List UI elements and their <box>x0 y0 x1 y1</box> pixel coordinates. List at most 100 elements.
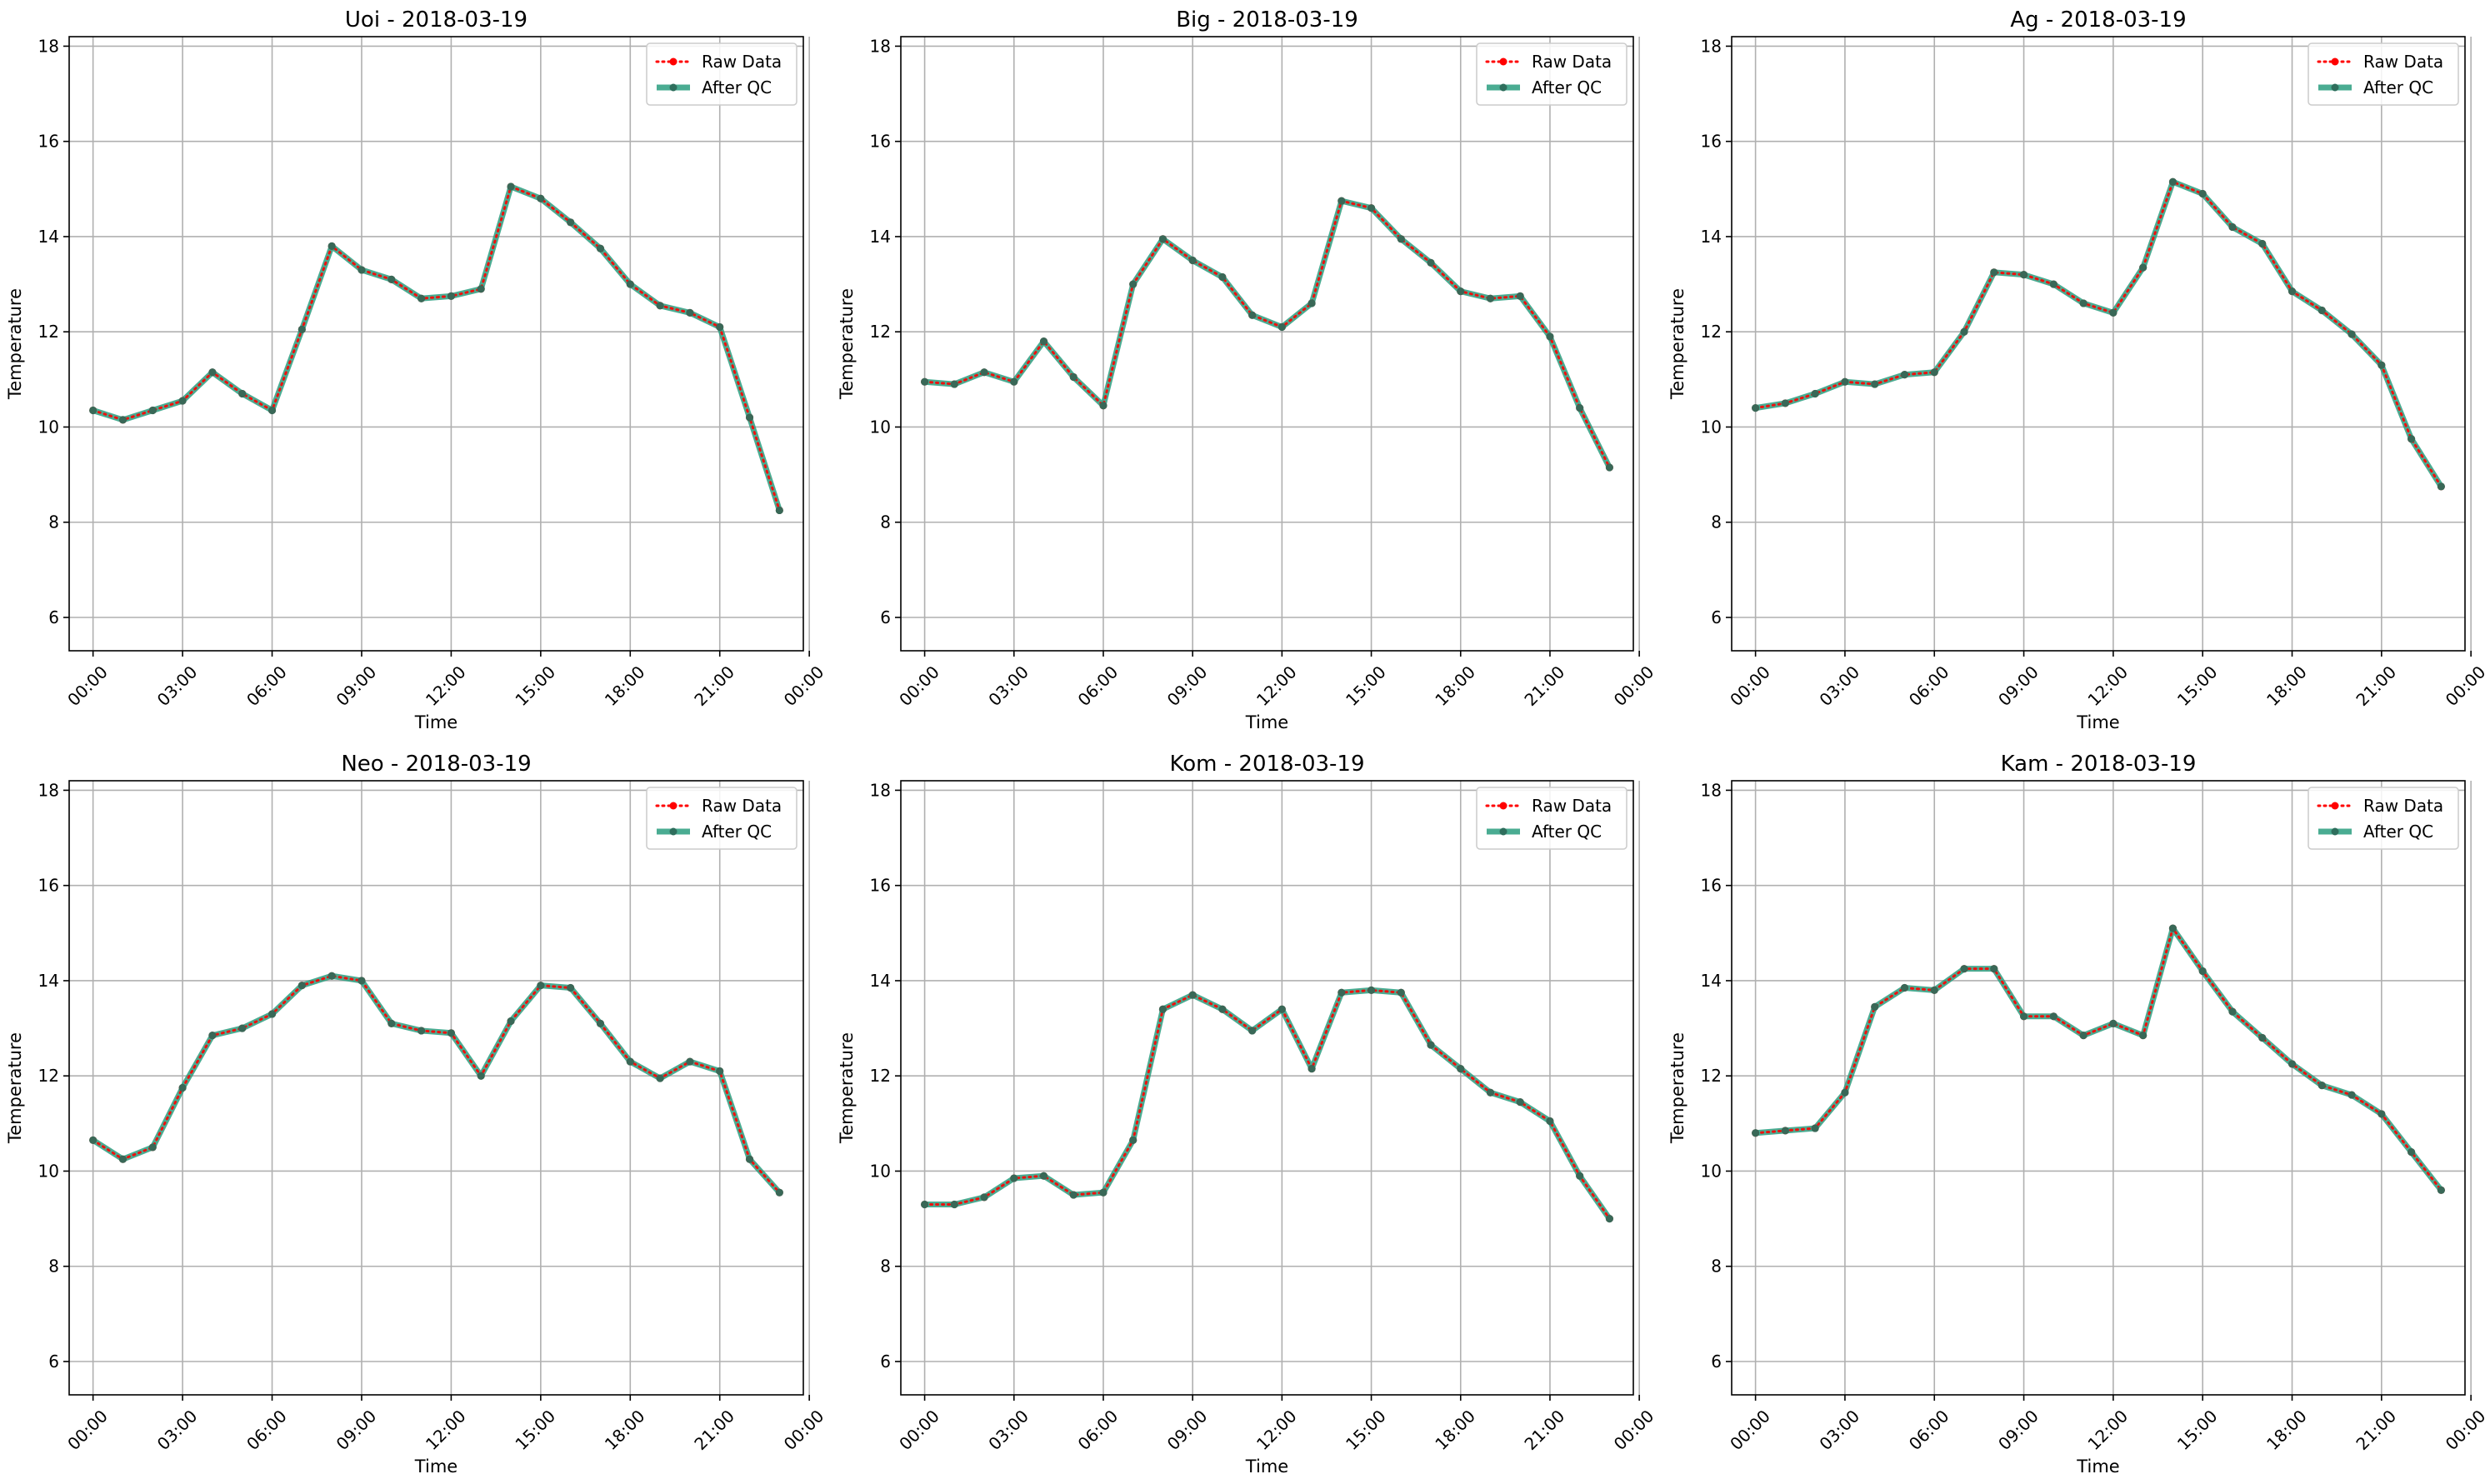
after-qc-point <box>2019 1012 2028 1021</box>
y-tick-label: 12 <box>870 1066 891 1086</box>
legend-raw-marker <box>669 57 678 66</box>
after-qc-point <box>1930 986 1938 994</box>
after-qc-point <box>358 977 366 985</box>
plot-area <box>69 781 803 1395</box>
x-axis-label: Time <box>2076 712 2119 732</box>
after-qc-point <box>537 194 545 202</box>
y-tick-label: 12 <box>870 322 891 342</box>
after-qc-point <box>1099 1188 1108 1197</box>
y-tick-label: 18 <box>870 36 891 56</box>
after-qc-point <box>1069 372 1078 382</box>
panel-title: Big - 2018-03-19 <box>1176 7 1358 32</box>
after-qc-point <box>2079 299 2088 307</box>
after-qc-point <box>2139 263 2148 272</box>
x-tick-label: 21:00 <box>690 662 738 710</box>
x-tick-label: 06:00 <box>242 1406 291 1454</box>
after-qc-point <box>328 242 336 250</box>
after-qc-point <box>1752 1129 1760 1137</box>
legend: Raw Data After QC <box>2308 42 2459 106</box>
y-tick-label: 8 <box>1711 1257 1722 1277</box>
y-tick-label: 8 <box>48 1257 59 1277</box>
after-qc-point <box>716 1067 724 1076</box>
legend-raw-label: Raw Data <box>2363 52 2443 72</box>
panel-title: Uoi - 2018-03-19 <box>345 7 528 32</box>
after-qc-point <box>2318 306 2326 315</box>
x-tick-label: 15:00 <box>511 662 559 710</box>
after-qc-point <box>1427 258 1435 267</box>
after-qc-point <box>1930 368 1938 377</box>
after-qc-point <box>2408 435 2416 443</box>
legend-raw-marker <box>2331 802 2339 810</box>
after-qc-point <box>388 275 396 283</box>
axes-frame <box>900 780 1634 1396</box>
y-tick-label: 16 <box>1701 876 1722 896</box>
chart-panel: 6 8 10 12 14 16 18 00:00 03:00 06:00 09:00 12:00 15:… <box>5 752 828 1477</box>
x-tick-label: 12:00 <box>2083 662 2132 710</box>
y-tick-label: 14 <box>1701 971 1722 991</box>
legend-qc-label: After QC <box>702 77 772 97</box>
after-qc-point <box>2168 924 2178 932</box>
after-qc-point <box>1338 988 1346 997</box>
y-tick-label: 18 <box>38 780 59 800</box>
y-axis-label: Temperature <box>5 288 25 400</box>
after-qc-point <box>950 1200 958 1209</box>
y-tick-label: 8 <box>880 1257 891 1277</box>
y-tick-label: 16 <box>38 876 59 896</box>
y-tick-label: 14 <box>38 971 59 991</box>
legend-raw-label: Raw Data <box>1532 52 1612 72</box>
after-qc-point <box>1308 299 1316 307</box>
plot-area <box>69 37 803 651</box>
after-qc-point <box>507 182 515 191</box>
axes-frame <box>68 780 804 1396</box>
axes-frame <box>1731 36 2466 652</box>
y-tick-label: 18 <box>870 780 891 800</box>
after-qc-point <box>1486 1088 1495 1097</box>
raw-data-line <box>923 199 1611 469</box>
x-tick-label: 00:00 <box>1610 1406 1658 1454</box>
after-qc-point <box>388 1019 396 1027</box>
x-tick-label: 00:00 <box>63 662 112 710</box>
y-tick-label: 14 <box>1701 227 1722 247</box>
after-qc-point <box>980 368 988 377</box>
x-tick-label: 00:00 <box>2442 1406 2485 1454</box>
x-tick-label: 03:00 <box>1815 662 1863 710</box>
y-tick-label: 12 <box>38 1066 59 1086</box>
y-tick-label: 10 <box>1701 1161 1722 1181</box>
after-qc-point <box>1099 402 1108 410</box>
x-tick-label: 09:00 <box>1163 662 1212 710</box>
chart-panel: 6 8 10 12 14 16 18 00:00 03:00 06:00 09:00 12:00 15:… <box>837 7 1658 732</box>
x-tick-label: 06:00 <box>1074 662 1122 710</box>
x-tick-label: 06:00 <box>242 662 291 710</box>
y-tick-label: 6 <box>880 1352 891 1372</box>
after-qc-point <box>1278 322 1286 332</box>
after-qc-point <box>686 1057 694 1066</box>
after-qc-point <box>1486 294 1495 302</box>
y-tick-label: 14 <box>870 227 891 247</box>
after-qc-point <box>507 1017 515 1026</box>
after-qc-point <box>2348 1091 2356 1099</box>
raw-data-line <box>1754 180 2442 488</box>
after-qc-point <box>118 1155 128 1163</box>
after-qc-point <box>1605 1215 1614 1223</box>
after-qc-point <box>148 1143 157 1152</box>
x-tick-label: 09:00 <box>332 1406 381 1454</box>
y-tick-label: 6 <box>48 607 59 627</box>
after-qc-point <box>208 1032 217 1040</box>
y-axis-label: Temperature <box>837 1032 857 1144</box>
after-qc-point <box>1427 1041 1435 1049</box>
legend-qc-label: After QC <box>2363 822 2433 842</box>
after-qc-point <box>1576 1172 1584 1180</box>
x-tick-label: 06:00 <box>1905 662 1953 710</box>
after-qc-point <box>1397 235 1405 243</box>
legend-qc-marker <box>2331 83 2339 92</box>
after-qc-point <box>2437 482 2445 491</box>
after-qc-point <box>208 368 217 377</box>
after-qc-point <box>2378 1110 2386 1118</box>
after-qc-point <box>1841 1088 1849 1097</box>
after-qc-point <box>1039 1172 1048 1180</box>
x-tick-label: 00:00 <box>895 662 943 710</box>
after-qc-point <box>1069 1191 1078 1199</box>
x-tick-label: 00:00 <box>63 1406 112 1454</box>
legend-raw-marker <box>1499 802 1508 810</box>
after-qc-point <box>1516 1098 1524 1107</box>
